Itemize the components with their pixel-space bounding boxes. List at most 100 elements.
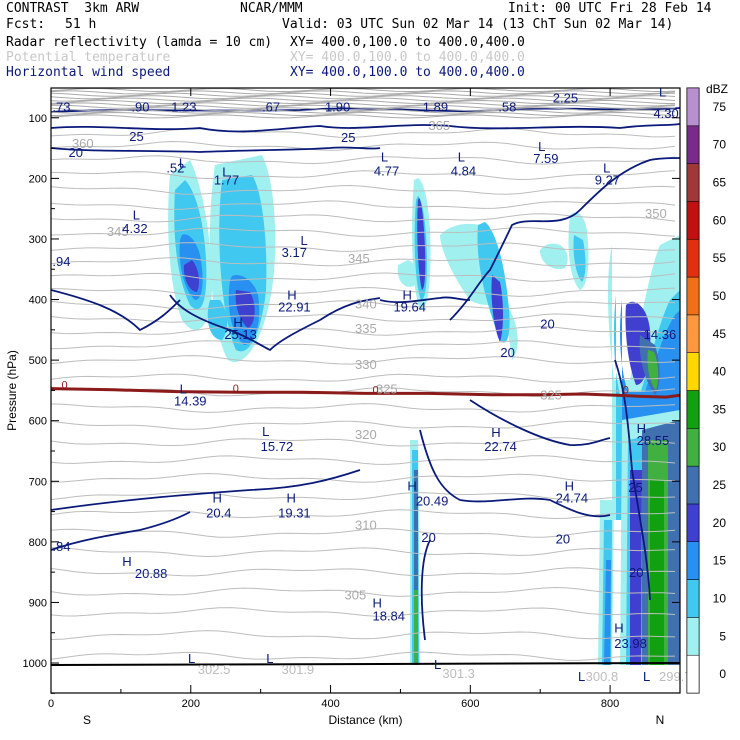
theta-contour-line [51, 455, 676, 465]
theta-contour-line [51, 104, 676, 109]
colorbar-swatch [686, 239, 700, 278]
wind-label: 4.32 [122, 221, 147, 236]
colorbar-label: 45 [713, 327, 727, 341]
colorbar-swatch [686, 428, 700, 467]
colorbar-label: 10 [713, 591, 727, 605]
colorbar-label: 25 [713, 478, 727, 492]
freezing-label: 0 [233, 383, 239, 395]
theta-label: 330 [355, 357, 377, 372]
y-tick-label: 800 [29, 537, 47, 549]
theta-contour-line [51, 491, 676, 501]
wind-label: 20.49 [416, 494, 449, 509]
field-3-xy: XY= 400.0,100.0 to 400.0,400.0 [290, 65, 525, 80]
refl-region [573, 235, 586, 282]
theta-contour-line [51, 90, 676, 95]
wind-contour-line [51, 469, 361, 511]
wind-contour-line [51, 146, 381, 153]
wind-contours [51, 107, 680, 641]
wind-label: 20 [540, 317, 554, 332]
wind-contour-line [51, 511, 191, 551]
wind-label: 2.25 [553, 91, 578, 106]
theta-contour-line [51, 586, 676, 597]
theta-label: 345 [348, 251, 370, 266]
refl-region [540, 243, 568, 270]
wind-label: .84 [52, 539, 70, 554]
hl-marker: L [188, 651, 195, 666]
theta-label: 345 [107, 224, 129, 239]
theta-label: 350 [645, 206, 667, 221]
theta-contour-line [51, 111, 676, 117]
hl-marker: H [212, 490, 221, 505]
hl-marker: L [434, 657, 441, 672]
wind-label: 20 [629, 565, 643, 580]
colorbar-swatch [686, 276, 700, 316]
field-1-xy: XY= 400.0,100.0 to 400.0,400.0 [290, 35, 525, 50]
colorbar-swatch [686, 503, 700, 542]
freezing-level-line [51, 387, 680, 399]
theta-contour-line [51, 170, 676, 181]
theta-contour-line [51, 97, 676, 102]
wind-contour-line [614, 359, 651, 601]
hl-marker: H [372, 595, 381, 610]
hl-marker: H [565, 478, 574, 493]
colorbar-label: 65 [713, 176, 727, 190]
hl-marker: L [222, 165, 229, 180]
theta-contour-line [51, 184, 676, 195]
theta-contour-line [51, 114, 676, 119]
theta-contour-line [51, 226, 676, 237]
wind-label: 1.77 [214, 172, 239, 187]
freezing-label: 0 [61, 380, 67, 392]
refl-region [440, 223, 518, 360]
wind-label: 24.74 [556, 490, 589, 505]
hl-marker: H [233, 315, 242, 330]
colorbar-label: 35 [713, 402, 727, 416]
y-tick-label: 700 [29, 476, 47, 488]
refl-region [183, 260, 200, 292]
y-tick-label: 300 [29, 234, 47, 246]
theta-label: 365 [428, 118, 450, 133]
refl-region [207, 300, 228, 340]
hl-marker: H [407, 478, 416, 493]
model-title: CONTRAST 3km ARW [6, 1, 140, 16]
wind-label: .90 [131, 100, 149, 115]
colorbar-label: 0 [719, 667, 726, 681]
colorbar-swatch [686, 617, 700, 656]
wind-contour-line [449, 157, 680, 321]
x-tick-label: 0 [48, 698, 54, 710]
colorbar-label: 40 [713, 365, 727, 379]
contour-labels: 365 360 350 345 345 340 335 330 325 325 320 310 305.… [52, 85, 691, 685]
theta-contour-line [51, 607, 676, 617]
theta-contour-line [51, 88, 676, 93]
theta-contour-line [51, 437, 676, 447]
theta-contour-line [51, 102, 676, 107]
surface-theta-label: 302.5 [198, 662, 231, 677]
y-axis-label: Pressure (hPa) [5, 350, 19, 431]
wind-label: 1.90 [325, 100, 350, 115]
hl-marker: H [122, 554, 131, 569]
colorbar-swatch [686, 314, 700, 353]
wind-label: 9.27 [595, 172, 620, 187]
wind-label: 20.4 [206, 506, 231, 521]
wind-label: .73 [52, 100, 70, 115]
x-end-label-north: N [656, 713, 665, 727]
init-time: Init: 00 UTC Fri 28 Feb 14 [508, 1, 712, 16]
colorbar-label: 60 [713, 213, 727, 227]
hl-marker: L [180, 381, 187, 396]
theta-contour-line [51, 286, 676, 297]
y-tick-label: 900 [29, 597, 47, 609]
theta-contour-line [51, 99, 675, 105]
hl-marker: L [133, 208, 140, 223]
wind-label: 18.84 [372, 609, 405, 624]
wind-label: 14.36 [644, 327, 677, 342]
refl-region [630, 470, 642, 665]
y-tick-label: 600 [29, 416, 47, 428]
theta-contour-line [51, 325, 676, 336]
y-tick-label: 500 [29, 355, 47, 367]
hl-marker: H [287, 288, 296, 303]
theta-contour-line [51, 420, 676, 430]
theta-contour-line [51, 472, 676, 483]
theta-contour-line [51, 95, 676, 100]
wind-label: 22.91 [278, 300, 311, 315]
refl-region [668, 440, 680, 665]
colorbar-swatch [686, 352, 700, 391]
